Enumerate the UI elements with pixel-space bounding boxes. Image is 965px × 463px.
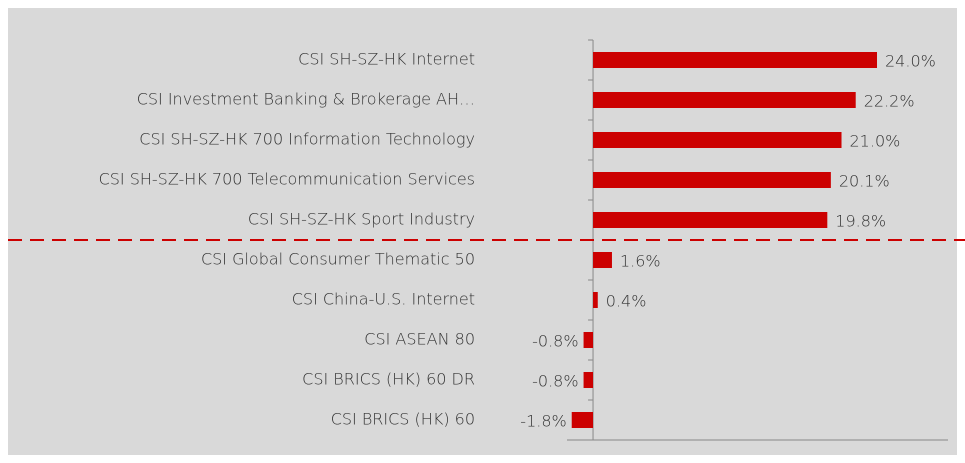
value-label: -0.8% bbox=[532, 372, 578, 391]
category-label: CSI China-U.S. Internet bbox=[292, 290, 475, 309]
plot-background bbox=[8, 8, 957, 455]
value-label: 21.0% bbox=[850, 132, 901, 151]
value-label: 20.1% bbox=[839, 172, 890, 191]
bar bbox=[571, 412, 594, 428]
category-label: CSI BRICS (HK) 60 bbox=[331, 410, 475, 429]
value-label: 22.2% bbox=[864, 92, 915, 111]
value-label: 24.0% bbox=[885, 52, 936, 71]
bar bbox=[583, 332, 594, 348]
bar bbox=[593, 252, 612, 268]
category-label: CSI SH-SZ-HK Sport Industry bbox=[248, 210, 475, 229]
bar bbox=[593, 92, 856, 108]
value-label: 0.4% bbox=[606, 292, 647, 311]
value-label: 1.6% bbox=[620, 252, 661, 271]
value-label: -1.8% bbox=[520, 412, 566, 431]
category-label: CSI Global Consumer Thematic 50 bbox=[201, 250, 475, 269]
bar bbox=[593, 52, 878, 68]
category-label: CSI SH-SZ-HK 700 Information Technology bbox=[139, 130, 475, 149]
category-label: CSI SH-SZ-HK 700 Telecommunication Servi… bbox=[99, 170, 475, 189]
bar bbox=[583, 372, 594, 388]
bar bbox=[593, 132, 842, 148]
bar bbox=[593, 172, 831, 188]
bar bbox=[593, 292, 598, 308]
bar bbox=[593, 212, 828, 228]
category-label: CSI Investment Banking & Brokerage AH… bbox=[137, 90, 475, 109]
value-label: 19.8% bbox=[835, 212, 886, 231]
category-label: CSI BRICS (HK) 60 DR bbox=[302, 370, 475, 389]
value-label: -0.8% bbox=[532, 332, 578, 351]
category-label: CSI SH-SZ-HK Internet bbox=[298, 50, 475, 69]
category-label: CSI ASEAN 80 bbox=[364, 330, 475, 349]
